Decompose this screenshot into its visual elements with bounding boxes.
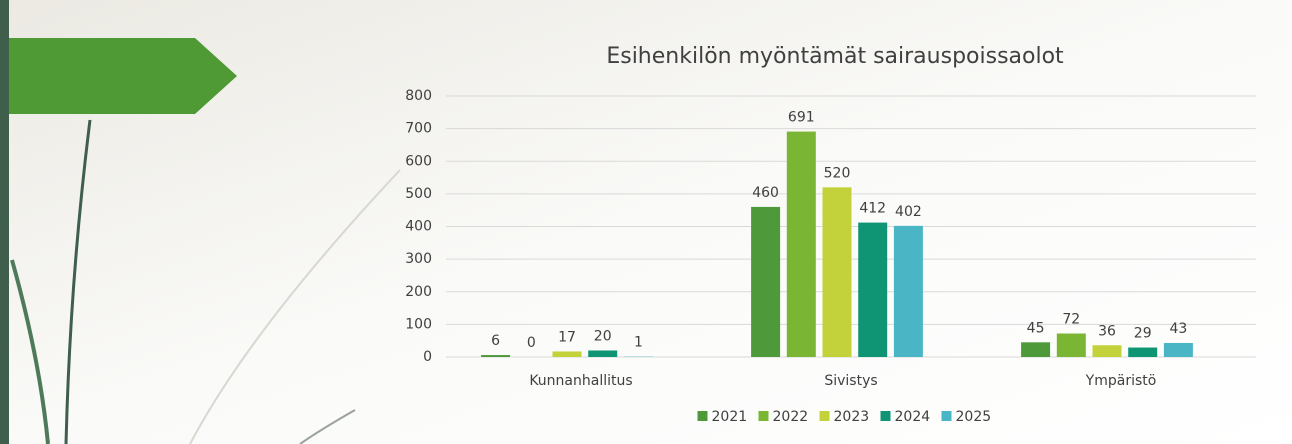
legend-label: 2025: [956, 409, 992, 425]
data-label: 45: [1027, 320, 1045, 336]
legend-swatch: [698, 411, 708, 421]
data-label: 17: [558, 329, 576, 345]
accent-arrow: [9, 38, 237, 114]
data-label: 412: [859, 201, 886, 217]
data-label: 520: [824, 165, 851, 181]
bar: [823, 187, 852, 357]
chart-title: Esihenkilön myöntämät sairauspoissaolot: [606, 44, 1064, 69]
y-tick-label: 100: [405, 316, 432, 332]
bar: [1057, 334, 1086, 357]
data-label: 6: [491, 333, 500, 349]
bar: [894, 226, 923, 357]
data-label: 1: [634, 335, 643, 351]
y-tick-label: 600: [405, 153, 432, 169]
bar: [751, 207, 780, 357]
data-label: 0: [527, 335, 536, 351]
legend-swatch: [881, 411, 891, 421]
y-tick-label: 800: [405, 88, 432, 104]
y-tick-label: 200: [405, 284, 432, 300]
data-label: 402: [895, 204, 922, 220]
slide: Esihenkilön myöntämät sairauspoissaolot …: [0, 0, 1292, 444]
data-label: 20: [594, 328, 612, 344]
x-tick-label: Kunnanhallitus: [529, 373, 632, 389]
bar: [1093, 345, 1122, 357]
y-tick-label: 400: [405, 219, 432, 235]
bar: [858, 223, 887, 357]
data-label: 36: [1098, 323, 1116, 339]
bar: [1021, 342, 1050, 357]
legend-swatch: [942, 411, 952, 421]
x-tick-label: Ympäristö: [1085, 373, 1157, 389]
data-label: 72: [1062, 312, 1080, 328]
bar: [481, 355, 510, 357]
x-tick-label: Sivistys: [824, 373, 877, 389]
bar: [588, 350, 617, 357]
legend-label: 2023: [834, 409, 870, 425]
data-label: 29: [1134, 326, 1152, 342]
data-label: 691: [788, 110, 815, 126]
y-tick-label: 0: [423, 349, 432, 365]
legend-swatch: [820, 411, 830, 421]
legend-label: 2021: [712, 409, 748, 425]
data-label: 460: [752, 185, 779, 201]
legend-label: 2024: [895, 409, 931, 425]
bar: [787, 132, 816, 357]
legend-swatch: [759, 411, 769, 421]
data-label: 43: [1169, 321, 1187, 337]
bar: [553, 351, 582, 357]
side-bar: [0, 0, 9, 444]
bar: [1164, 343, 1193, 357]
y-tick-label: 700: [405, 121, 432, 137]
bar: [1128, 348, 1157, 357]
y-tick-label: 300: [405, 251, 432, 267]
legend-label: 2022: [773, 409, 809, 425]
y-tick-label: 500: [405, 186, 432, 202]
